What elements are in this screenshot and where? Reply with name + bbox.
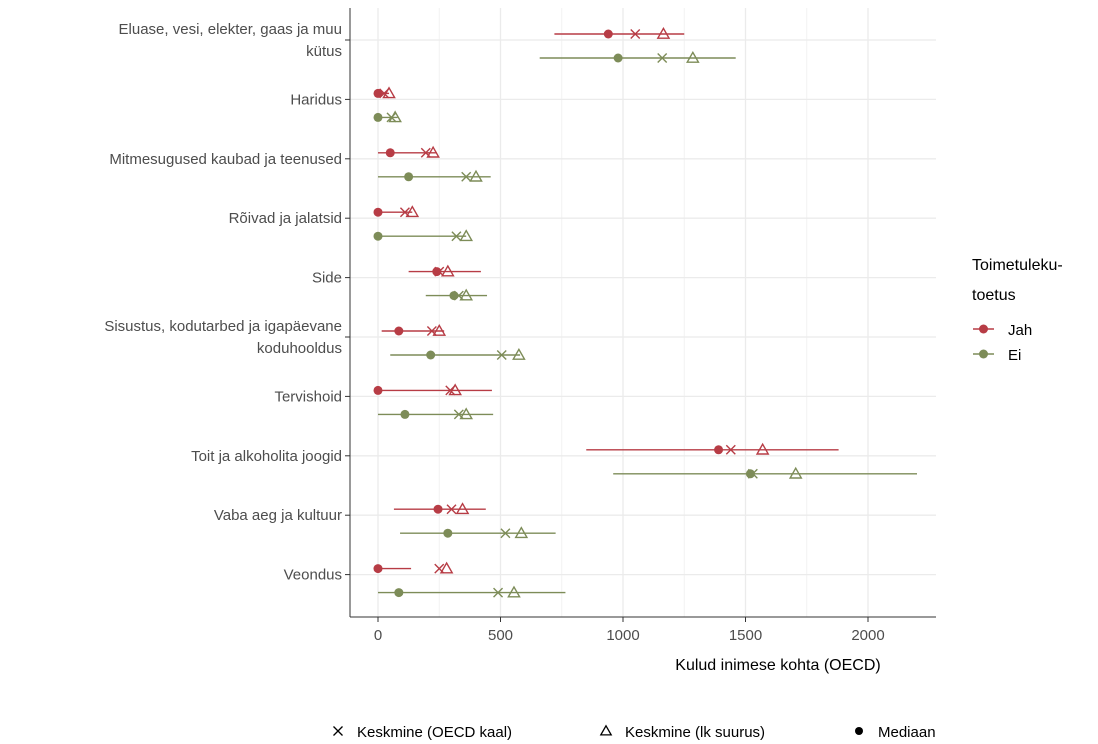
- mean-oecd-cross: [451, 231, 462, 242]
- y-category-label: Vaba aeg ja kultuur: [214, 507, 342, 524]
- mean-household-triangle: [469, 169, 483, 182]
- median-point: [394, 588, 404, 598]
- legend-dot-icon: [855, 727, 863, 735]
- mean-household-triangle: [448, 383, 462, 396]
- mean-household-triangle: [788, 466, 803, 479]
- y-category-label: Toit ja alkoholita joogid: [191, 448, 342, 465]
- legend-shape-label: Keskmine (OECD kaal): [357, 724, 512, 741]
- median-point: [373, 231, 383, 241]
- x-tick-label: 2000: [851, 627, 884, 644]
- mean-oecd-cross: [446, 504, 457, 515]
- mean-oecd-cross: [461, 171, 472, 182]
- legend-shape-label: Mediaan: [878, 724, 936, 741]
- median-point: [613, 53, 623, 63]
- y-category-label-line2: koduhooldus: [257, 340, 342, 357]
- data-marks: [373, 26, 917, 598]
- median-point: [603, 29, 613, 39]
- mean-household-triangle: [507, 585, 521, 598]
- median-point: [443, 528, 453, 538]
- median-point: [745, 469, 755, 479]
- mean-household-triangle: [441, 264, 455, 277]
- median-point: [433, 504, 443, 514]
- mean-household-triangle: [439, 561, 454, 574]
- y-category-label: Mitmesugused kaubad ja teenused: [109, 151, 342, 168]
- legend-title-line2: toetus: [972, 287, 1016, 304]
- mean-oecd-cross: [493, 587, 504, 598]
- legend-label: Jah: [1008, 322, 1032, 339]
- median-point: [432, 267, 442, 277]
- y-category-label: Sisustus, kodutarbed ja igapäevane: [104, 318, 342, 335]
- legend-key-point: [979, 324, 988, 334]
- median-point: [400, 409, 410, 419]
- y-category-label: Tervishoid: [274, 388, 342, 405]
- mean-household-triangle: [382, 86, 396, 99]
- median-point: [394, 326, 404, 336]
- legend-key-point: [979, 349, 988, 359]
- mean-household-triangle: [432, 323, 447, 336]
- y-axis: Eluase, vesi, elekter, gaas ja muu kütus H…: [104, 21, 350, 584]
- y-category-label: Rõivad ja jalatsid: [229, 210, 342, 227]
- y-category-label: Side: [312, 270, 342, 287]
- median-point: [385, 148, 395, 158]
- mean-household-triangle: [755, 442, 770, 455]
- mean-oecd-cross: [496, 350, 507, 360]
- mean-household-triangle: [459, 407, 474, 420]
- y-category-label: Eluase, vesi, elekter, gaas ja muu: [119, 21, 342, 38]
- y-category-label-line2: kütus: [306, 43, 342, 60]
- color-legend: Toimetuleku-toetus Jah Ei: [972, 257, 1063, 364]
- x-tick-label: 1000: [606, 627, 639, 644]
- mean-household-triangle: [426, 145, 440, 158]
- mean-oecd-cross: [657, 53, 668, 63]
- series-ei: [373, 50, 917, 598]
- mean-household-triangle: [388, 110, 402, 123]
- x-axis: 0 500 1000 1500 2000: [374, 617, 885, 644]
- legend-cross-icon: [333, 726, 343, 736]
- mean-household-triangle: [405, 205, 420, 218]
- x-tick-label: 1500: [729, 627, 762, 644]
- mean-oecd-cross: [725, 444, 736, 455]
- series-jah: [373, 26, 839, 574]
- mean-household-triangle: [686, 50, 700, 63]
- x-tick-label: 500: [488, 627, 513, 644]
- mean-household-triangle: [514, 526, 529, 539]
- shape-legend: Keskmine (OECD kaal) Keskmine (lk suurus)…: [333, 724, 936, 741]
- x-axis-title: Kulud inimese kohta (OECD): [675, 657, 880, 674]
- mean-oecd-cross: [500, 528, 511, 539]
- median-point: [404, 172, 414, 182]
- median-point: [373, 207, 383, 217]
- mean-household-triangle: [459, 229, 474, 242]
- legend-shape-label: Keskmine (lk suurus): [625, 724, 765, 741]
- median-point: [373, 88, 383, 98]
- legend-title: Toimetuleku-: [972, 257, 1063, 274]
- y-category-label: Haridus: [290, 91, 342, 108]
- median-point: [373, 564, 383, 574]
- mean-oecd-cross: [630, 29, 641, 39]
- median-point: [373, 112, 383, 122]
- mean-household-triangle: [459, 288, 474, 301]
- median-point: [426, 350, 436, 360]
- mean-household-triangle: [656, 26, 671, 39]
- plot-panel: [349, 8, 936, 618]
- x-tick-label: 0: [374, 627, 382, 644]
- y-category-label: Veondus: [284, 567, 342, 584]
- median-point: [449, 291, 459, 301]
- legend-label: Ei: [1008, 347, 1021, 364]
- mean-household-triangle: [512, 347, 526, 360]
- median-point: [714, 445, 724, 455]
- legend-triangle-icon: [599, 724, 613, 736]
- median-point: [373, 385, 383, 395]
- mean-household-triangle: [455, 502, 470, 515]
